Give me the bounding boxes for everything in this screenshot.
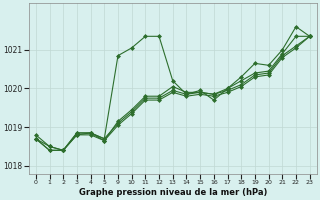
X-axis label: Graphe pression niveau de la mer (hPa): Graphe pression niveau de la mer (hPa) [79,188,267,197]
